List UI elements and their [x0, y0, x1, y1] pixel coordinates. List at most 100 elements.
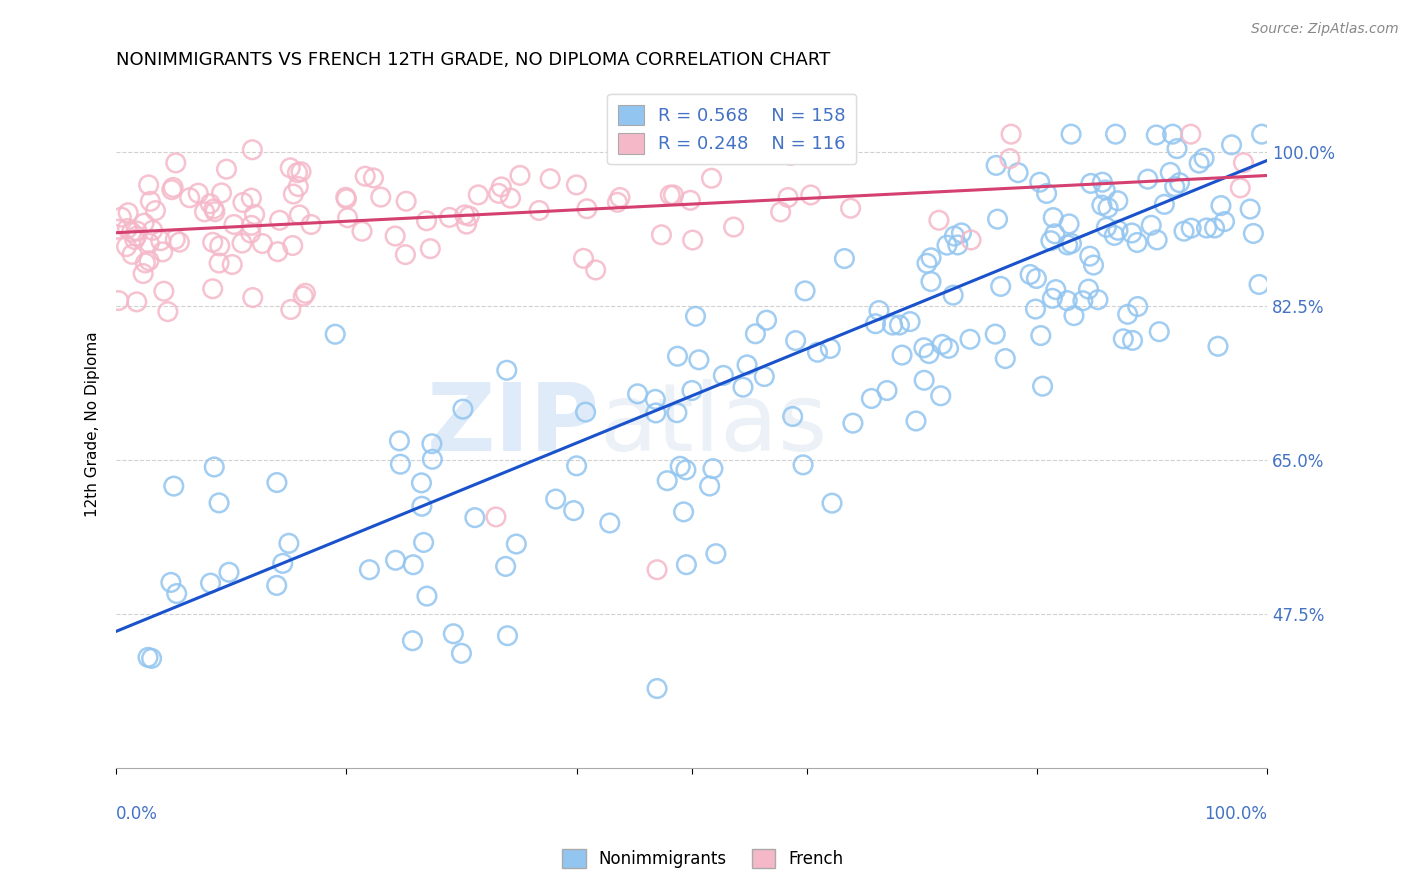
Point: [754, 369, 776, 384]
Text: atlas: atlas: [599, 378, 828, 470]
Point: [384, 229, 406, 244]
Point: [929, 389, 952, 403]
Point: [936, 238, 959, 252]
Point: [271, 557, 294, 571]
Point: [499, 191, 522, 205]
Point: [165, 156, 187, 170]
Point: [1024, 301, 1046, 316]
Point: [1104, 127, 1126, 141]
Point: [1136, 172, 1159, 186]
Point: [201, 235, 224, 250]
Point: [127, 224, 149, 238]
Point: [986, 212, 1008, 227]
Point: [283, 187, 305, 202]
Point: [1097, 201, 1119, 215]
Point: [115, 239, 138, 253]
Point: [702, 461, 724, 475]
Point: [1180, 221, 1202, 235]
Point: [138, 178, 160, 192]
Point: [920, 275, 942, 289]
Point: [626, 387, 648, 401]
Point: [336, 211, 359, 225]
Point: [292, 289, 315, 303]
Point: [454, 208, 477, 222]
Point: [688, 352, 710, 367]
Point: [464, 510, 486, 524]
Point: [456, 217, 478, 231]
Point: [609, 190, 631, 204]
Point: [201, 282, 224, 296]
Point: [794, 284, 817, 298]
Text: NONIMMIGRANTS VS FRENCH 12TH GRADE, NO DIPLOMA CORRELATION CHART: NONIMMIGRANTS VS FRENCH 12TH GRADE, NO D…: [117, 51, 831, 69]
Point: [420, 436, 443, 450]
Point: [1063, 309, 1085, 323]
Point: [1094, 183, 1116, 197]
Point: [1087, 293, 1109, 307]
Point: [290, 165, 312, 179]
Point: [928, 213, 950, 227]
Point: [942, 288, 965, 302]
Point: [1045, 283, 1067, 297]
Point: [606, 195, 628, 210]
Point: [335, 190, 357, 204]
Point: [613, 145, 636, 160]
Point: [912, 373, 935, 387]
Point: [994, 351, 1017, 366]
Point: [139, 194, 162, 209]
Point: [834, 252, 856, 266]
Point: [889, 318, 911, 332]
Point: [1077, 282, 1099, 296]
Point: [125, 229, 148, 244]
Point: [1173, 224, 1195, 238]
Point: [323, 327, 346, 342]
Point: [1250, 127, 1272, 141]
Point: [659, 188, 682, 202]
Point: [1091, 198, 1114, 212]
Point: [544, 491, 567, 506]
Point: [1195, 221, 1218, 235]
Point: [735, 358, 758, 372]
Point: [681, 384, 703, 398]
Point: [918, 346, 941, 360]
Point: [585, 263, 607, 277]
Point: [865, 317, 887, 331]
Point: [1107, 223, 1129, 237]
Point: [415, 214, 437, 228]
Point: [1168, 176, 1191, 190]
Point: [1159, 165, 1181, 179]
Point: [441, 627, 464, 641]
Point: [959, 332, 981, 346]
Point: [1091, 175, 1114, 189]
Point: [132, 216, 155, 230]
Point: [350, 224, 373, 238]
Point: [266, 578, 288, 592]
Point: [779, 148, 801, 162]
Point: [644, 406, 666, 420]
Point: [218, 566, 240, 580]
Point: [984, 327, 1007, 342]
Point: [931, 337, 953, 351]
Point: [1000, 127, 1022, 141]
Point: [202, 460, 225, 475]
Point: [439, 211, 461, 225]
Point: [1213, 214, 1236, 228]
Point: [240, 191, 263, 205]
Point: [200, 576, 222, 591]
Point: [134, 256, 156, 270]
Point: [110, 210, 132, 224]
Point: [675, 463, 697, 477]
Text: 100.0%: 100.0%: [1204, 805, 1267, 823]
Point: [240, 143, 263, 157]
Text: ZIP: ZIP: [426, 378, 599, 470]
Point: [467, 187, 489, 202]
Point: [269, 213, 291, 227]
Point: [299, 218, 322, 232]
Point: [395, 194, 418, 209]
Point: [450, 646, 472, 660]
Point: [1121, 334, 1143, 348]
Point: [451, 402, 474, 417]
Point: [200, 196, 222, 211]
Point: [162, 180, 184, 194]
Point: [990, 279, 1012, 293]
Point: [1192, 151, 1215, 165]
